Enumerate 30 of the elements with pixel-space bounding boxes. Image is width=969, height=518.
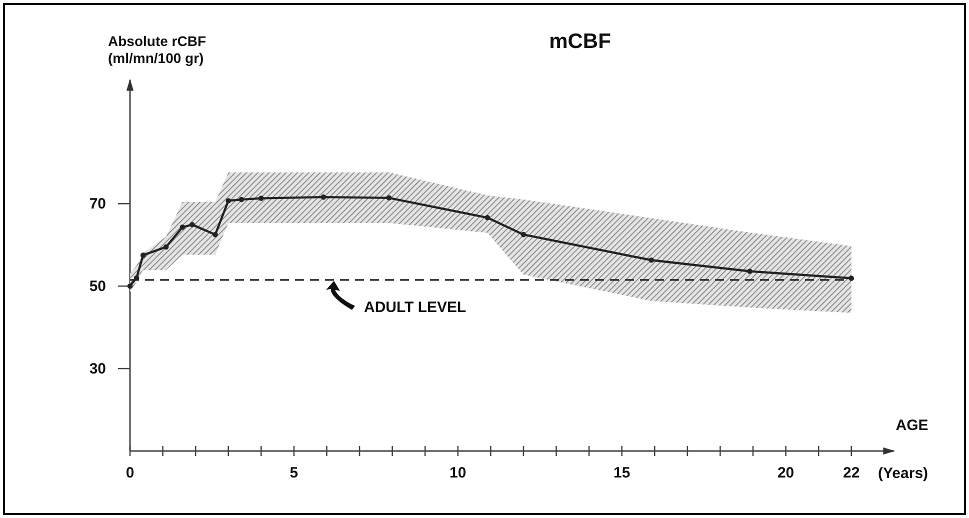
y-tick-label: 50 <box>89 278 106 295</box>
point <box>140 252 146 258</box>
point <box>163 244 169 250</box>
point <box>386 195 392 201</box>
point <box>180 224 186 230</box>
point <box>320 194 326 200</box>
chart-title: mCBF <box>549 30 612 53</box>
x-tick-label: 5 <box>290 464 298 482</box>
point <box>747 268 752 274</box>
point <box>238 196 244 202</box>
x-tick-label: 15 <box>614 464 630 482</box>
point <box>212 232 218 238</box>
point <box>226 198 232 204</box>
y-axis-title: Absolute rCBF (ml/mn/100 gr) <box>108 33 206 66</box>
text: (Years) <box>878 465 928 482</box>
point <box>127 283 133 289</box>
x-tick-label: 22 <box>843 464 860 482</box>
point <box>484 215 490 220</box>
x-tick-label: 0 <box>126 464 134 482</box>
x-tick-label: 10 <box>450 464 466 482</box>
point <box>848 276 854 281</box>
ref-line-label: ADULT LEVEL <box>364 298 466 316</box>
point <box>258 196 264 201</box>
y-tick-label: 30 <box>89 360 106 378</box>
point <box>648 258 654 263</box>
point <box>190 222 195 228</box>
x-axis-title: AGE <box>896 417 928 434</box>
point <box>520 232 526 238</box>
x-tick-label: 20 <box>777 464 794 482</box>
y-tick-label: 70 <box>89 195 106 212</box>
